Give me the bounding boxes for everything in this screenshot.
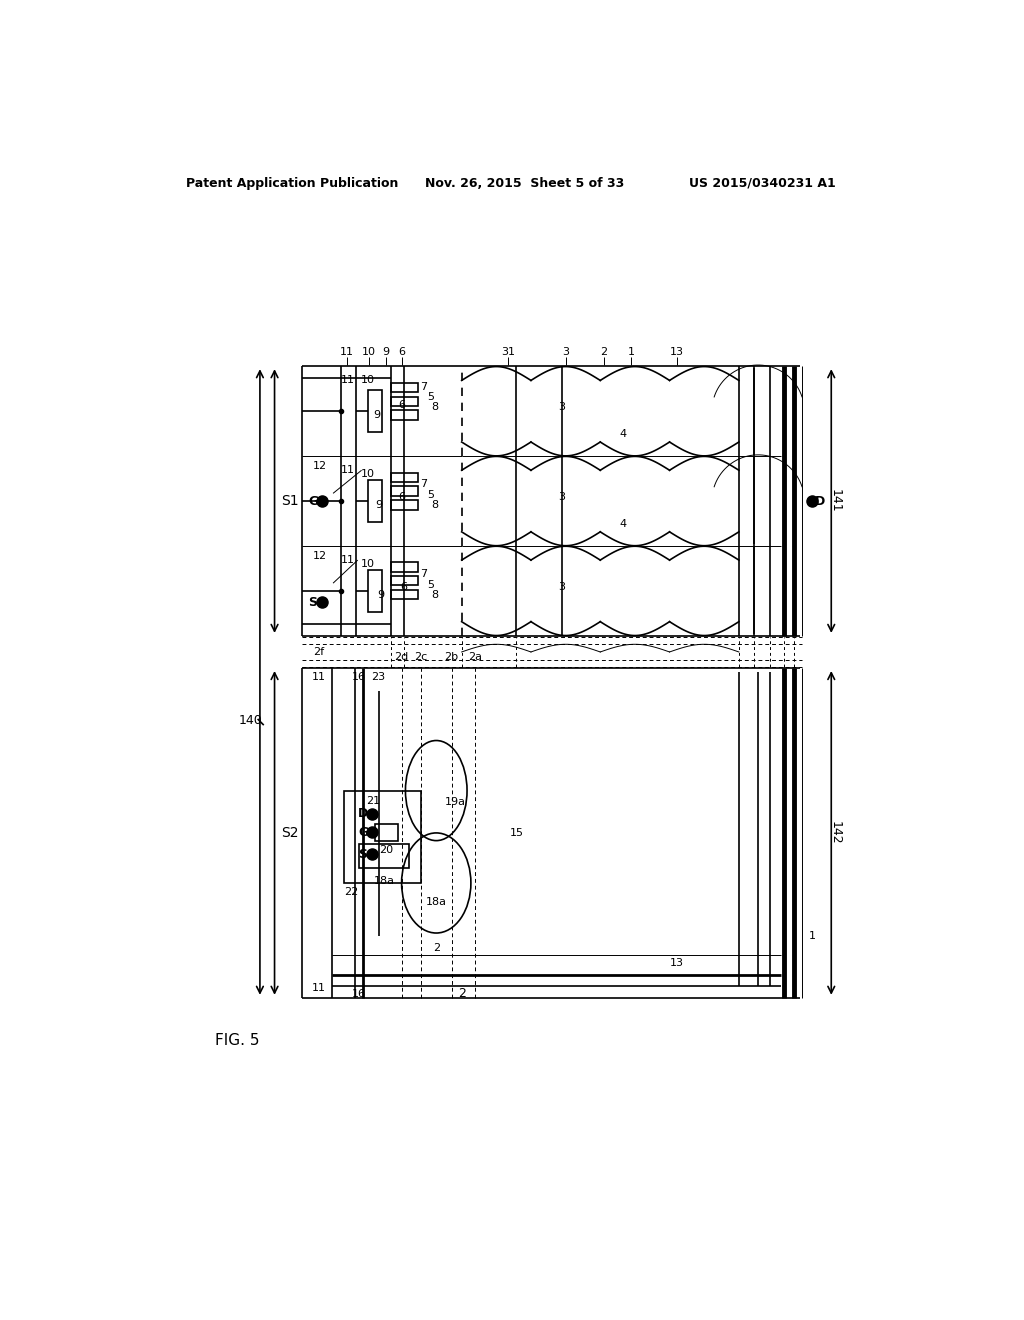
Text: FIG. 5: FIG. 5 [215,1032,260,1048]
Text: S1: S1 [281,494,298,508]
Text: 2a: 2a [468,652,481,663]
Text: S: S [358,847,368,861]
Text: Patent Application Publication: Patent Application Publication [186,177,398,190]
Text: 16: 16 [352,989,367,999]
Text: 23: 23 [372,672,386,682]
Bar [375,824,397,841]
Text: 13: 13 [671,347,684,358]
Text: 8: 8 [431,403,438,412]
Bar [359,845,410,867]
Bar [391,590,418,599]
Text: 142: 142 [828,821,842,845]
Text: 10: 10 [360,375,375,385]
Text: 11: 11 [340,347,354,358]
Text: 20: 20 [379,845,393,855]
Bar [391,487,418,496]
Bar [368,570,382,612]
Text: 6: 6 [398,347,406,358]
Text: 9: 9 [375,500,382,510]
Text: S: S [308,595,317,609]
Text: 5: 5 [427,392,434,403]
Text: 2: 2 [433,942,440,953]
Text: 5: 5 [427,579,434,590]
Text: S2: S2 [281,826,298,840]
Text: 22: 22 [344,887,358,898]
Text: 7: 7 [420,381,427,392]
Text: 6: 6 [398,400,406,411]
Bar [391,500,418,510]
Text: 1: 1 [809,931,815,941]
Text: 4: 4 [620,429,627,440]
Text: US 2015/0340231 A1: US 2015/0340231 A1 [688,177,836,190]
Text: 140: 140 [239,714,262,727]
Bar [391,473,418,482]
Text: 6: 6 [400,582,408,593]
Bar [391,411,418,420]
Text: 11: 11 [312,983,326,994]
Text: 12: 12 [312,462,327,471]
Text: 11: 11 [341,556,354,565]
Text: 6: 6 [398,492,406,502]
Text: 4: 4 [620,519,627,529]
Text: D: D [358,807,369,820]
Text: 21: 21 [366,796,380,805]
Text: 7: 7 [420,569,427,579]
Text: Nov. 26, 2015  Sheet 5 of 33: Nov. 26, 2015 Sheet 5 of 33 [425,177,625,190]
Text: 3: 3 [558,582,565,593]
Text: 3: 3 [558,492,565,502]
Text: 8: 8 [431,590,438,599]
Text: 31: 31 [501,347,515,358]
Text: 16: 16 [352,672,367,682]
Text: 13: 13 [670,958,684,968]
Text: 12: 12 [312,552,327,561]
Text: 7: 7 [420,479,427,490]
Bar [391,396,418,405]
Text: 11: 11 [341,465,354,475]
Text: 2: 2 [458,986,466,999]
Text: 9: 9 [377,590,384,599]
Text: 10: 10 [362,347,376,358]
Text: 2b: 2b [444,652,459,663]
Text: 19a: 19a [445,797,466,807]
Text: 1: 1 [628,347,635,358]
Text: 11: 11 [312,672,326,682]
Text: 10: 10 [360,558,375,569]
Text: 2c: 2c [415,652,427,663]
Text: 10: 10 [360,469,375,479]
Text: 11: 11 [341,375,354,385]
Text: 2f: 2f [313,647,325,657]
Bar [391,383,418,392]
Bar [368,480,382,523]
Text: 5: 5 [427,490,434,500]
Text: 2: 2 [600,347,607,358]
Text: 141: 141 [828,490,842,513]
Bar [344,791,421,883]
Text: 18a: 18a [426,898,446,907]
Text: 15: 15 [510,828,524,838]
Text: 3: 3 [562,347,569,358]
Text: 2d: 2d [394,652,409,663]
Bar [391,577,418,586]
Text: 3: 3 [558,403,565,412]
Text: D: D [814,495,825,508]
Bar [368,389,382,433]
Text: G: G [358,825,369,838]
Bar [391,562,418,572]
Text: 8: 8 [431,500,438,510]
Text: 9: 9 [374,411,381,420]
Text: 9: 9 [383,347,390,358]
Text: G: G [308,495,318,508]
Text: 18a: 18a [374,875,395,886]
